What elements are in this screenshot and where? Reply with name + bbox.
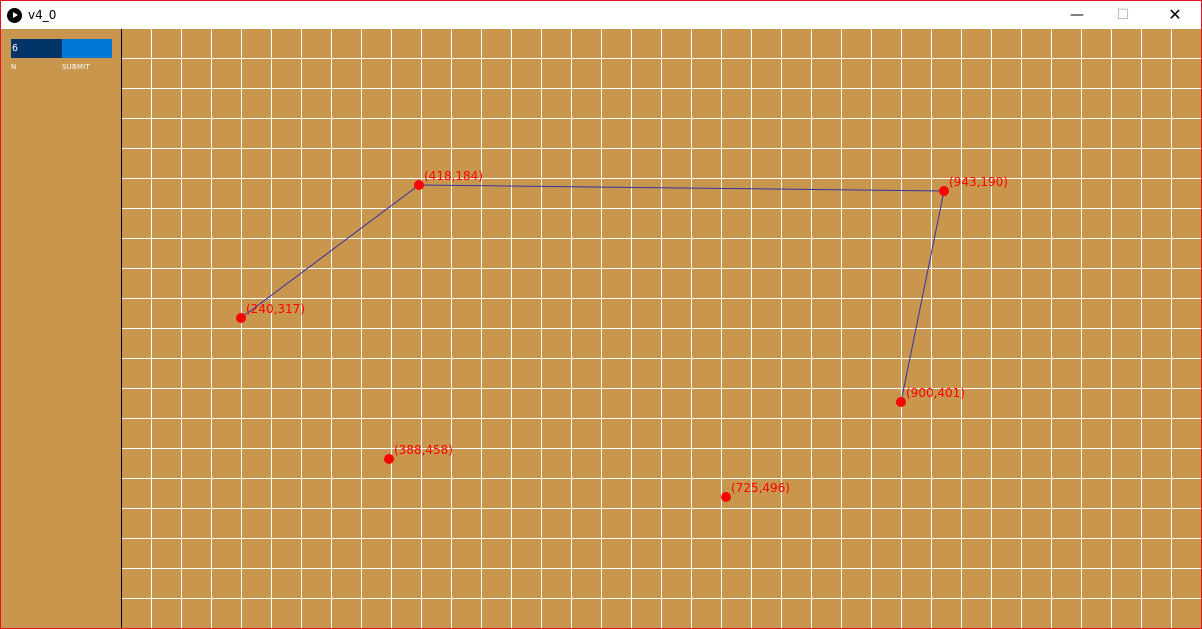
point-marker[interactable] [414, 180, 424, 190]
submit-label: SUBMIT [62, 63, 90, 71]
submit-button[interactable] [62, 39, 112, 58]
point-marker[interactable] [721, 492, 731, 502]
point-marker[interactable] [384, 454, 394, 464]
point-label: (900,401) [906, 386, 965, 400]
point-marker[interactable] [939, 186, 949, 196]
connecting-path [240, 184, 945, 403]
point-label: (240,317) [246, 302, 305, 316]
play-icon [7, 8, 22, 23]
minimize-button[interactable]: — [1070, 7, 1084, 23]
point-marker[interactable] [896, 397, 906, 407]
maximize-button[interactable]: ☐ [1116, 7, 1130, 23]
window-title: v4_0 [28, 8, 57, 22]
path-line [240, 184, 945, 403]
drawing-canvas[interactable]: (418,184) (943,190) (240,317) (900,401) (388… [122, 29, 1201, 628]
title-bar[interactable]: v4_0 — ☐ ✕ [1, 1, 1201, 29]
grid-lines [122, 29, 1201, 628]
point-label: (943,190) [949, 175, 1008, 189]
points-layer: (418,184) (943,190) (240,317) (900,401) (388… [236, 169, 1008, 502]
close-button[interactable]: ✕ [1168, 5, 1182, 24]
n-input[interactable]: 6 [11, 39, 62, 58]
point-label: (418,184) [424, 169, 483, 183]
n-label: N [11, 63, 17, 71]
point-label: (388,458) [394, 443, 453, 457]
point-label: (725,496) [731, 481, 790, 495]
control-panel: 6 N SUBMIT [1, 29, 122, 628]
point-marker[interactable] [236, 313, 246, 323]
